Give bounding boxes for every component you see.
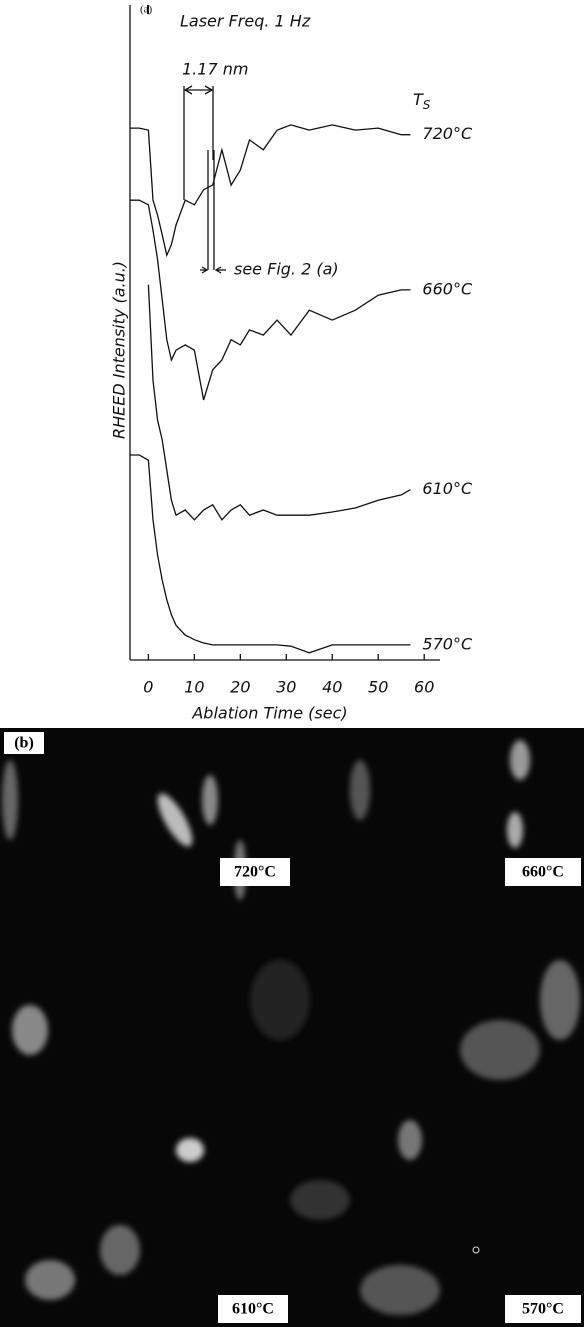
x-tick-label: 10 bbox=[184, 678, 204, 697]
label-box bbox=[218, 1295, 288, 1323]
temperature-label: 660°C bbox=[522, 864, 564, 881]
label-box bbox=[505, 858, 581, 886]
x-tick-label: 30 bbox=[276, 678, 296, 697]
series-line bbox=[130, 199, 411, 401]
x-tick-label: 50 bbox=[368, 678, 388, 697]
marker bbox=[472, 1246, 480, 1254]
legend-label: 610°C bbox=[422, 479, 473, 498]
panel-b: (b) 720°C 660°C 610°C 570°C bbox=[0, 728, 584, 1327]
temperature-label: 610°C bbox=[232, 1301, 274, 1318]
series-line bbox=[147, 284, 411, 521]
legend-label: 570°C bbox=[422, 634, 473, 653]
temperature-label: 570°C bbox=[522, 1301, 564, 1318]
x-tick-label: 20 bbox=[230, 678, 250, 697]
annotation: S bbox=[423, 98, 431, 112]
panel-label: (b) bbox=[14, 735, 34, 752]
annotation: Laser Freq. 1 Hz bbox=[180, 12, 311, 31]
temperature-label: 720°C bbox=[234, 864, 276, 881]
label-box bbox=[220, 858, 290, 886]
x-tick-label: 60 bbox=[414, 678, 434, 697]
annotation: see Fig. 2 (a) bbox=[234, 260, 339, 279]
panel-label: (a) bbox=[140, 4, 153, 16]
label-box bbox=[4, 732, 44, 754]
series-line bbox=[130, 454, 411, 654]
series-line bbox=[130, 124, 411, 258]
x-tick-label: 40 bbox=[322, 678, 342, 697]
label-box bbox=[505, 1295, 581, 1323]
legend-label: 720°C bbox=[422, 124, 473, 143]
bracket bbox=[183, 85, 226, 274]
annotation: T bbox=[413, 90, 424, 109]
annotation: 1.17 nm bbox=[182, 60, 248, 79]
x-axis-label: Ablation Time (sec) bbox=[191, 704, 347, 723]
y-axis-label: RHEED Intensity (a.u.) bbox=[110, 261, 129, 439]
legend-label: 660°C bbox=[422, 279, 473, 298]
annotation: TS bbox=[413, 90, 431, 112]
x-tick-label: 0 bbox=[143, 678, 153, 697]
panel-a: (a) Laser Freq. 1 Hz 1.17 nm TS see Fig.… bbox=[110, 4, 473, 723]
